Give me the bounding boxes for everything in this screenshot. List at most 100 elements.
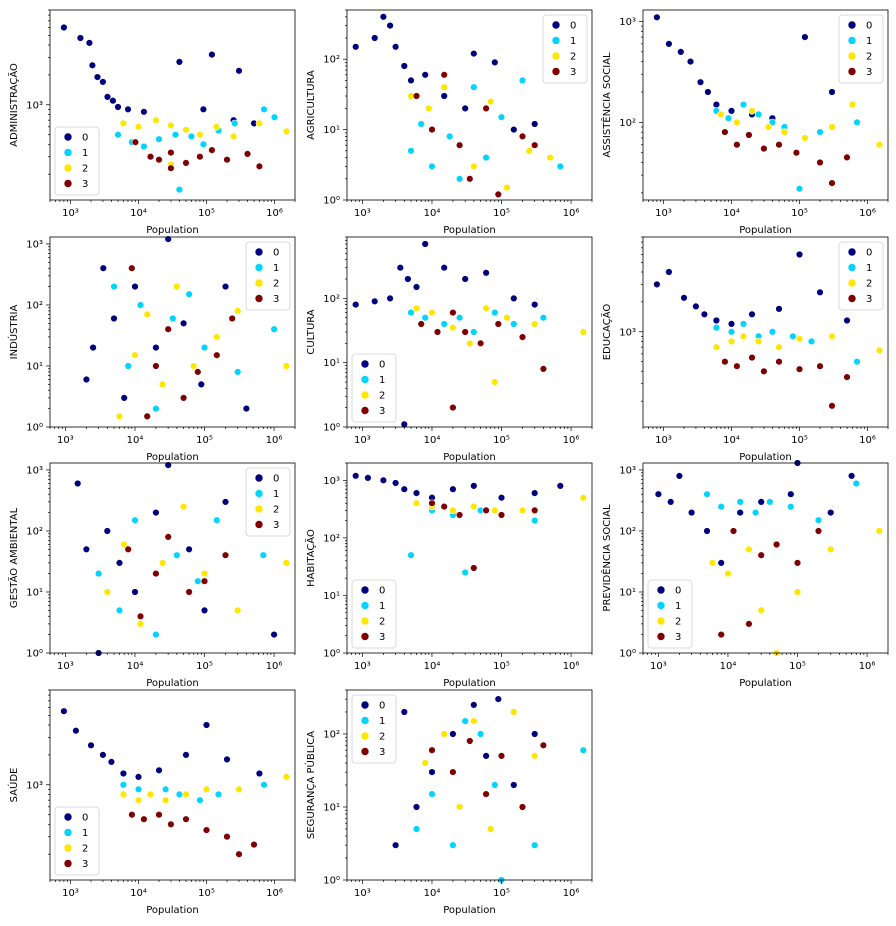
point-series-0 <box>107 758 116 766</box>
point-series-2 <box>179 503 188 511</box>
y-axis-label: ASSISTÊNCIA SOCIAL <box>600 52 613 158</box>
point-series-1 <box>270 325 278 333</box>
y-tick-label: 10² <box>619 526 636 537</box>
axes-frame <box>49 462 296 654</box>
point-series-3 <box>466 737 474 745</box>
point-series-0 <box>396 264 404 272</box>
point-series-0 <box>155 766 163 774</box>
point-series-3 <box>136 612 145 620</box>
point-series-0 <box>412 489 421 497</box>
point-series-1 <box>739 320 748 328</box>
point-series-2 <box>795 335 804 343</box>
y-tick-label: 10² <box>26 526 43 537</box>
point-series-2 <box>470 162 478 171</box>
legend-marker <box>847 263 857 272</box>
point-series-3 <box>235 850 243 858</box>
point-series-0 <box>470 701 478 709</box>
legend-label: 1 <box>866 36 872 47</box>
point-series-0 <box>675 472 684 480</box>
point-series-1 <box>187 132 196 141</box>
legend-label: 3 <box>379 406 385 417</box>
point-series-1 <box>510 320 518 328</box>
y-tick-label: 10⁰ <box>323 649 340 660</box>
legend-marker <box>360 616 370 626</box>
point-series-0 <box>470 49 478 58</box>
legend-marker <box>63 163 73 173</box>
legend: 0 1 2 3 <box>838 14 884 84</box>
legend-label: 0 <box>82 133 88 144</box>
x-axis-label: Population <box>146 225 199 236</box>
point-series-0 <box>801 33 809 41</box>
x-tick-label: 10³ <box>655 435 672 446</box>
point-series-3 <box>433 328 442 336</box>
point-series-0 <box>461 275 469 283</box>
point-series-3 <box>482 790 490 798</box>
y-tick-label: 10⁰ <box>26 423 43 434</box>
point-series-0 <box>255 769 264 778</box>
point-series-0 <box>686 57 695 66</box>
point-series-3 <box>223 156 231 164</box>
legend: 0 1 2 3 <box>245 241 291 311</box>
x-tick-label: 10⁴ <box>127 435 144 446</box>
point-series-1 <box>470 328 478 336</box>
point-series-3 <box>828 402 836 410</box>
point-series-0 <box>221 282 230 291</box>
x-tick-label: 10⁵ <box>493 888 510 899</box>
point-series-3 <box>482 506 490 515</box>
legend-label: 0 <box>866 21 872 32</box>
point-series-0 <box>787 490 795 498</box>
legend-marker <box>254 263 264 272</box>
legend-label: 1 <box>273 489 279 500</box>
point-series-3 <box>828 179 836 187</box>
point-series-2 <box>182 126 190 134</box>
point-series-3 <box>449 768 457 776</box>
point-series-0 <box>653 280 661 289</box>
y-tick-label: 10⁰ <box>323 423 340 434</box>
legend-marker <box>63 828 73 837</box>
legend-label: 1 <box>379 716 385 727</box>
y-tick-label: 10³ <box>619 327 636 338</box>
point-series-0 <box>179 319 188 327</box>
point-series-2 <box>801 134 809 142</box>
point-series-2 <box>143 310 151 319</box>
point-series-1 <box>518 76 527 85</box>
x-tick-label: 10³ <box>354 208 371 219</box>
point-series-1 <box>259 551 267 559</box>
point-series-2 <box>503 183 511 192</box>
y-axis-label: PREVIDÊNCIA SOCIAL <box>600 504 613 612</box>
legend-marker <box>254 504 264 514</box>
point-series-3 <box>843 153 851 162</box>
x-axis-label: Population <box>739 678 792 689</box>
legend-label: 1 <box>82 148 88 159</box>
point-series-0 <box>242 404 251 413</box>
point-series-0 <box>85 39 94 47</box>
point-series-2 <box>190 362 198 370</box>
point-series-2 <box>119 790 128 799</box>
point-series-3 <box>775 358 783 366</box>
legend-box <box>351 353 397 423</box>
legend-label: 0 <box>379 701 385 712</box>
point-series-0 <box>530 300 539 309</box>
y-tick-label: 10¹ <box>323 125 340 136</box>
subplot-11: 10³ 10⁴ 10⁵ 10⁶ 10⁰ 10¹ 10² Population SEGURANÇA… <box>304 689 593 916</box>
point-series-3 <box>179 394 188 402</box>
x-tick-label: 10³ <box>62 208 79 219</box>
subplot-2: 10³ 10⁴ 10⁵ 10⁶ 10⁰ 10¹ 10² Population AGRICULTU… <box>306 9 593 236</box>
point-series-3 <box>128 810 136 819</box>
point-series-1 <box>173 551 181 559</box>
point-series-0 <box>400 62 408 70</box>
point-series-0 <box>152 508 160 517</box>
point-series-0 <box>352 300 360 309</box>
y-tick-label: 10³ <box>26 100 43 111</box>
y-tick-label: 10² <box>323 294 340 305</box>
point-series-3 <box>745 131 753 139</box>
point-series-3 <box>440 502 448 511</box>
point-series-0 <box>386 294 394 303</box>
point-series-3 <box>152 569 160 578</box>
y-axis-label: INDÚSTRIA <box>7 305 20 360</box>
point-series-3 <box>461 328 469 336</box>
point-series-0 <box>371 34 379 42</box>
y-tick-label: 10³ <box>323 476 340 487</box>
point-series-1 <box>421 314 429 322</box>
legend-label: 3 <box>866 294 872 305</box>
